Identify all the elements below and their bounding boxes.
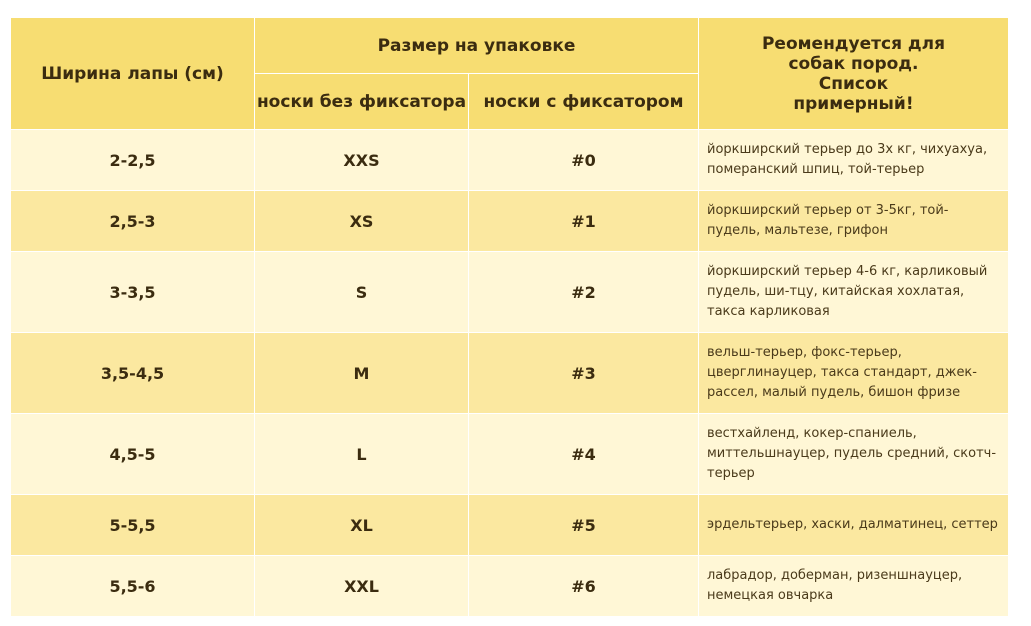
with-fix-size-cell: #5 <box>468 494 699 556</box>
size-table: Ширина лапы (см) Размер на упаковке Реом… <box>10 17 1009 617</box>
breeds-cell: эрдельтерьер, хаски, далматинец, сеттер <box>698 494 1009 556</box>
header-no-fix: носки без фиксатора <box>254 73 469 130</box>
table-row: 3-3,5 S #2 йоркширский терьер 4-6 кг, ка… <box>10 251 1009 333</box>
no-fix-size-cell: XXS <box>254 129 469 191</box>
header-breeds: Реомендуется для собак пород. Список при… <box>698 17 1009 130</box>
header-package-size: Размер на упаковке <box>254 17 699 74</box>
table-row: 2-2,5 XXS #0 йоркширский терьер до 3х кг… <box>10 129 1009 191</box>
table-row: 5-5,5 XL #5 эрдельтерьер, хаски, далмати… <box>10 494 1009 556</box>
no-fix-size-cell: XXL <box>254 555 469 617</box>
paw-cell: 4,5-5 <box>10 413 255 495</box>
with-fix-size-cell: #6 <box>468 555 699 617</box>
table-row: 5,5-6 XXL #6 лабрадор, доберман, ризеншн… <box>10 555 1009 617</box>
with-fix-size-cell: #2 <box>468 251 699 333</box>
paw-cell: 2,5-3 <box>10 190 255 252</box>
table-row: 2,5-3 XS #1 йоркширский терьер от 3-5кг,… <box>10 190 1009 252</box>
breeds-cell: йоркширский терьер 4-6 кг, карликовый пу… <box>698 251 1009 333</box>
no-fix-size-cell: XL <box>254 494 469 556</box>
breeds-cell: йоркширский терьер от 3-5кг, той-пудель,… <box>698 190 1009 252</box>
paw-cell: 5,5-6 <box>10 555 255 617</box>
with-fix-size-cell: #3 <box>468 332 699 414</box>
no-fix-size-cell: XS <box>254 190 469 252</box>
breeds-cell: йоркширский терьер до 3х кг, чихуахуа, п… <box>698 129 1009 191</box>
paw-cell: 3-3,5 <box>10 251 255 333</box>
paw-cell: 2-2,5 <box>10 129 255 191</box>
header-with-fix: носки с фиксатором <box>468 73 699 130</box>
size-table-wrapper: Ширина лапы (см) Размер на упаковке Реом… <box>10 17 1009 617</box>
with-fix-size-cell: #1 <box>468 190 699 252</box>
paw-cell: 5-5,5 <box>10 494 255 556</box>
paw-cell: 3,5-4,5 <box>10 332 255 414</box>
no-fix-size-cell: L <box>254 413 469 495</box>
breeds-cell: лабрадор, доберман, ризеншнауцер, немецк… <box>698 555 1009 617</box>
header-paw-width: Ширина лапы (см) <box>10 17 255 130</box>
with-fix-size-cell: #4 <box>468 413 699 495</box>
no-fix-size-cell: M <box>254 332 469 414</box>
breeds-cell: вестхайленд, кокер-спаниель, миттельшнау… <box>698 413 1009 495</box>
no-fix-size-cell: S <box>254 251 469 333</box>
breeds-cell: вельш-терьер, фокс-терьер, цверглинауцер… <box>698 332 1009 414</box>
table-row: 4,5-5 L #4 вестхайленд, кокер-спаниель, … <box>10 413 1009 495</box>
table-row: 3,5-4,5 M #3 вельш-терьер, фокс-терьер, … <box>10 332 1009 414</box>
with-fix-size-cell: #0 <box>468 129 699 191</box>
